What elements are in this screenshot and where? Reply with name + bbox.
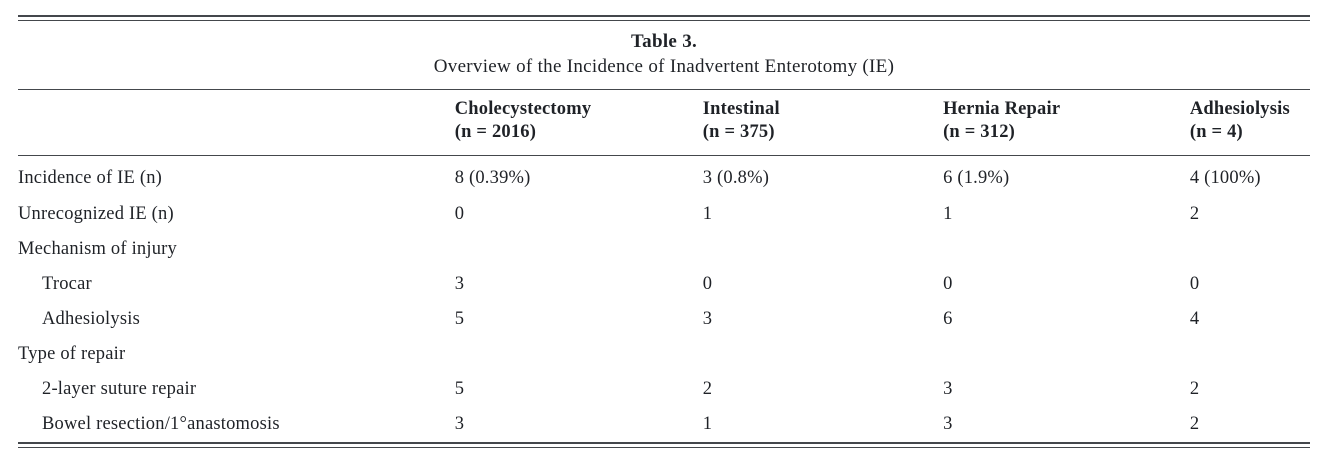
row-label: Bowel resection/1°anastomosis bbox=[42, 414, 280, 434]
row-label: Incidence of IE (n) bbox=[18, 168, 163, 188]
incidence-table: Cholecystectomy (n = 2016) Intestinal (n… bbox=[18, 90, 1310, 442]
table-subtitle: Overview of the Incidence of Inadvertent… bbox=[433, 56, 895, 77]
cell-value bbox=[943, 337, 1190, 372]
col-name: Cholecystectomy bbox=[454, 99, 592, 119]
col-name: Adhesiolysis bbox=[1189, 99, 1290, 119]
row-label: Unrecognized IE (n) bbox=[18, 204, 174, 224]
cell-value bbox=[455, 232, 703, 267]
table-row: Bowel resection/1°anastomosis 3 1 3 2 bbox=[18, 407, 1310, 442]
cell-value: 3 bbox=[943, 379, 953, 399]
cell-value: 0 bbox=[1189, 274, 1200, 294]
cell-value: 4 bbox=[1189, 309, 1200, 329]
cell-value: 6 bbox=[943, 309, 953, 329]
table-row: 2-layer suture repair 5 2 3 2 bbox=[18, 372, 1310, 407]
table-row: Unrecognized IE (n) 0 1 1 2 bbox=[18, 197, 1310, 232]
cell-value bbox=[1190, 232, 1310, 267]
cell-value: 3 bbox=[943, 414, 953, 434]
cell-value bbox=[703, 232, 943, 267]
col-header-intestinal: Intestinal (n = 375) bbox=[702, 90, 944, 156]
col-header-hernia-repair: Hernia Repair (n = 312) bbox=[943, 90, 1190, 156]
cell-value: 1 bbox=[702, 204, 713, 224]
cell-value: 0 bbox=[702, 274, 713, 294]
table-caption: Table 3. Overview of the Incidence of In… bbox=[18, 21, 1310, 89]
cell-value: 2 bbox=[1189, 414, 1200, 434]
header-stub-cell bbox=[18, 90, 455, 156]
cell-value: 3 bbox=[702, 309, 713, 329]
row-label: Mechanism of injury bbox=[18, 239, 177, 259]
table-row: Mechanism of injury bbox=[18, 232, 1310, 267]
col-n: (n = 375) bbox=[702, 122, 775, 142]
cell-value bbox=[703, 337, 943, 372]
table-row: Type of repair bbox=[18, 337, 1310, 372]
col-name: Intestinal bbox=[702, 99, 780, 119]
cell-value: 4 (100%) bbox=[1189, 168, 1261, 188]
cell-value: 0 bbox=[943, 274, 953, 294]
row-label: 2-layer suture repair bbox=[42, 379, 197, 399]
table3-container: Table 3. Overview of the Incidence of In… bbox=[18, 15, 1310, 448]
col-n: (n = 4) bbox=[1189, 122, 1243, 142]
cell-value: 2 bbox=[1189, 379, 1200, 399]
cell-value: 3 bbox=[454, 414, 465, 434]
table-row: Adhesiolysis 5 3 6 4 bbox=[18, 302, 1310, 337]
row-label: Adhesiolysis bbox=[42, 309, 140, 329]
table-row: Trocar 3 0 0 0 bbox=[18, 267, 1310, 302]
top-double-rule bbox=[18, 15, 1310, 21]
cell-value: 8 (0.39%) bbox=[454, 168, 531, 188]
col-n: (n = 312) bbox=[943, 122, 1016, 142]
bottom-double-rule bbox=[18, 442, 1310, 448]
cell-value: 3 bbox=[454, 274, 465, 294]
caption-divider-rule bbox=[18, 89, 1310, 90]
cell-value: 2 bbox=[1189, 204, 1200, 224]
col-header-adhesiolysis: Adhesiolysis (n = 4) bbox=[1189, 90, 1310, 156]
cell-value: 3 (0.8%) bbox=[702, 168, 770, 188]
row-label: Trocar bbox=[42, 274, 92, 294]
col-name: Hernia Repair bbox=[943, 99, 1061, 119]
cell-value bbox=[455, 337, 703, 372]
cell-value: 1 bbox=[943, 204, 953, 224]
col-header-cholecystectomy: Cholecystectomy (n = 2016) bbox=[454, 90, 703, 156]
col-n: (n = 2016) bbox=[454, 122, 537, 142]
header-row: Cholecystectomy (n = 2016) Intestinal (n… bbox=[18, 90, 1310, 156]
cell-value: 6 (1.9%) bbox=[943, 168, 1010, 188]
cell-value bbox=[1190, 337, 1310, 372]
row-label: Type of repair bbox=[18, 344, 126, 364]
table-title: Table 3. bbox=[630, 31, 698, 52]
cell-value: 5 bbox=[454, 309, 465, 329]
cell-value: 5 bbox=[454, 379, 465, 399]
cell-value bbox=[943, 232, 1190, 267]
cell-value: 0 bbox=[454, 204, 465, 224]
cell-value: 1 bbox=[702, 414, 713, 434]
table-row: Incidence of IE (n) 8 (0.39%) 3 (0.8%) 6 (1… bbox=[18, 156, 1310, 198]
cell-value: 2 bbox=[702, 379, 713, 399]
